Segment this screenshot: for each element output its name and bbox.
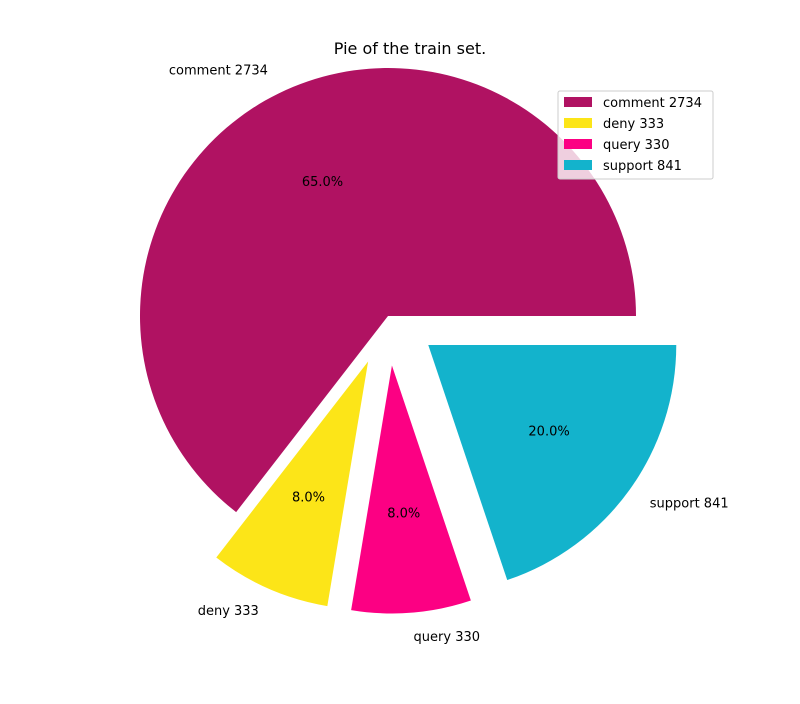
pie-slices (139, 67, 677, 614)
legend-frame (557, 90, 714, 180)
slice-labels: comment 2734 deny 333 query 330 support 841 (169, 64, 729, 645)
pie-slice-comment-2734 (139, 67, 636, 513)
percent-label-support-841: 20.0% (528, 424, 569, 439)
legend-swatch-support-841 (564, 160, 592, 170)
legend-label-comment-2734: comment 2734 (603, 96, 702, 111)
slice-label-comment-2734: comment 2734 (169, 64, 268, 79)
legend: comment 2734 deny 333 query 330 support 841 (557, 90, 714, 180)
pie-slice-support-841 (428, 344, 677, 581)
percent-label-comment-2734: 65.0% (302, 175, 343, 190)
legend-label-deny-333: deny 333 (603, 117, 664, 132)
percent-label-query-330: 8.0% (387, 506, 420, 521)
pie-slice-query-330 (351, 365, 471, 614)
slice-label-query-330: query 330 (414, 630, 480, 645)
legend-swatch-query-330 (564, 139, 592, 149)
legend-label-support-841: support 841 (603, 159, 682, 174)
legend-swatch-deny-333 (564, 118, 592, 128)
legend-swatch-comment-2734 (564, 97, 592, 107)
pie-slice-deny-333 (216, 361, 369, 607)
chart-title: Pie of the train set. (334, 39, 486, 58)
slice-label-support-841: support 841 (650, 497, 729, 512)
slice-label-deny-333: deny 333 (198, 604, 259, 619)
percent-label-deny-333: 8.0% (292, 490, 325, 505)
legend-label-query-330: query 330 (603, 138, 669, 153)
percent-labels: 65.0% 8.0% 8.0% 20.0% (292, 175, 570, 521)
